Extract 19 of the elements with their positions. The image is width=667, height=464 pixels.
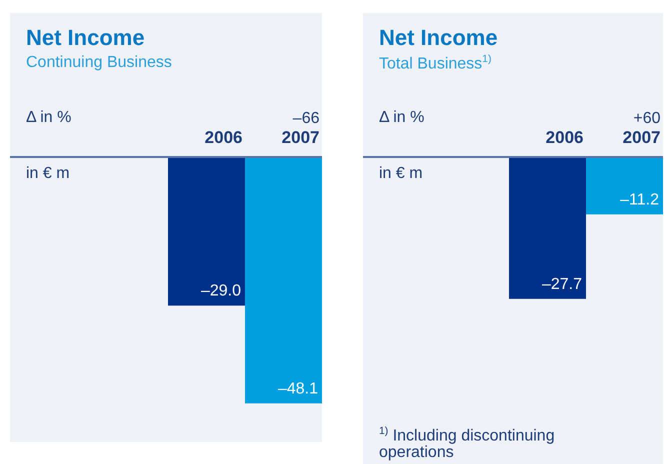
x-tick-label: 2006 bbox=[546, 128, 584, 147]
data-label: –48.1 bbox=[278, 380, 318, 398]
chart-subtitle: Continuing Business bbox=[26, 54, 172, 72]
text: –66 bbox=[292, 110, 320, 127]
data-label: –29.0 bbox=[200, 282, 242, 300]
text: Δ in % bbox=[379, 109, 424, 127]
chart-title: Net Income bbox=[379, 25, 498, 51]
x-tick-label: 2007 bbox=[282, 128, 320, 147]
text: $^{1)}$ Including discontinuing operations bbox=[379, 425, 556, 462]
chart-title: Net Income bbox=[26, 25, 145, 51]
text: in € m bbox=[379, 165, 423, 183]
x-tick-label: 2007 bbox=[622, 128, 660, 147]
x-tick-label: 2006 bbox=[204, 128, 242, 147]
text: in € m bbox=[26, 165, 70, 183]
chart-subtitle: Total Business$^{1)}$ bbox=[379, 54, 492, 74]
data-label: –11.2 bbox=[620, 191, 660, 208]
text: Δ in % bbox=[26, 109, 72, 127]
data-label: –27.7 bbox=[542, 276, 582, 293]
text: +60 bbox=[633, 110, 661, 127]
